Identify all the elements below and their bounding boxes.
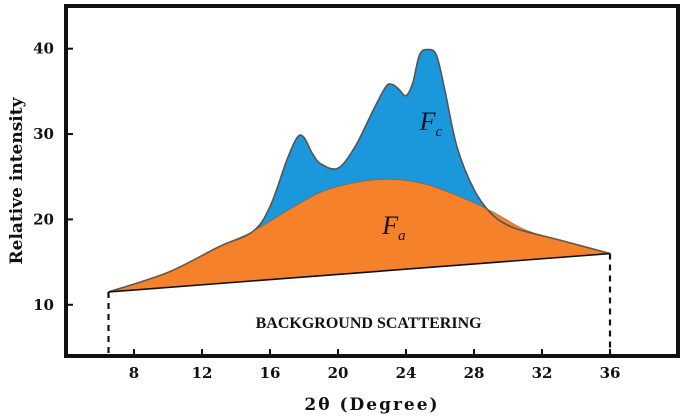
x-tick-label: 20 bbox=[328, 364, 349, 382]
fa-label-sub: a bbox=[398, 228, 406, 244]
y-tick-label: 20 bbox=[33, 210, 54, 228]
fc-label-sub: c bbox=[435, 124, 442, 140]
x-axis-title: 2θ (Degree) bbox=[304, 395, 439, 415]
background-line bbox=[108, 252, 611, 293]
outline-layer bbox=[107, 48, 612, 356]
y-axis-title: Relative intensity bbox=[7, 96, 27, 264]
y-tick-label: 40 bbox=[33, 40, 54, 58]
x-tick-label: 28 bbox=[464, 364, 485, 382]
x-tick-label: 8 bbox=[129, 364, 139, 382]
fc-outline bbox=[108, 48, 611, 293]
fa-label: Fa bbox=[381, 211, 405, 244]
x-tick-label: 12 bbox=[192, 364, 213, 382]
area-layer bbox=[108, 49, 610, 292]
tick-layer: 8 12 16 20 24 28 32 36 10 20 30 40 bbox=[33, 40, 620, 382]
x-tick-label: 36 bbox=[600, 364, 621, 382]
fc-label-main: F bbox=[419, 107, 437, 136]
x-tick-label: 24 bbox=[396, 364, 417, 382]
fa-label-main: F bbox=[381, 211, 399, 240]
plot-frame bbox=[64, 4, 680, 358]
fc-label: Fc bbox=[419, 107, 443, 140]
fa-area bbox=[108, 179, 610, 292]
fa-outline bbox=[108, 178, 611, 293]
y-tick-label: 10 bbox=[33, 296, 54, 314]
x-tick-label: 16 bbox=[260, 364, 281, 382]
x-tick-label: 32 bbox=[532, 364, 553, 382]
background-scattering-label: BACKGROUND SCATTERING bbox=[256, 315, 483, 332]
y-tick-label: 30 bbox=[33, 125, 54, 143]
